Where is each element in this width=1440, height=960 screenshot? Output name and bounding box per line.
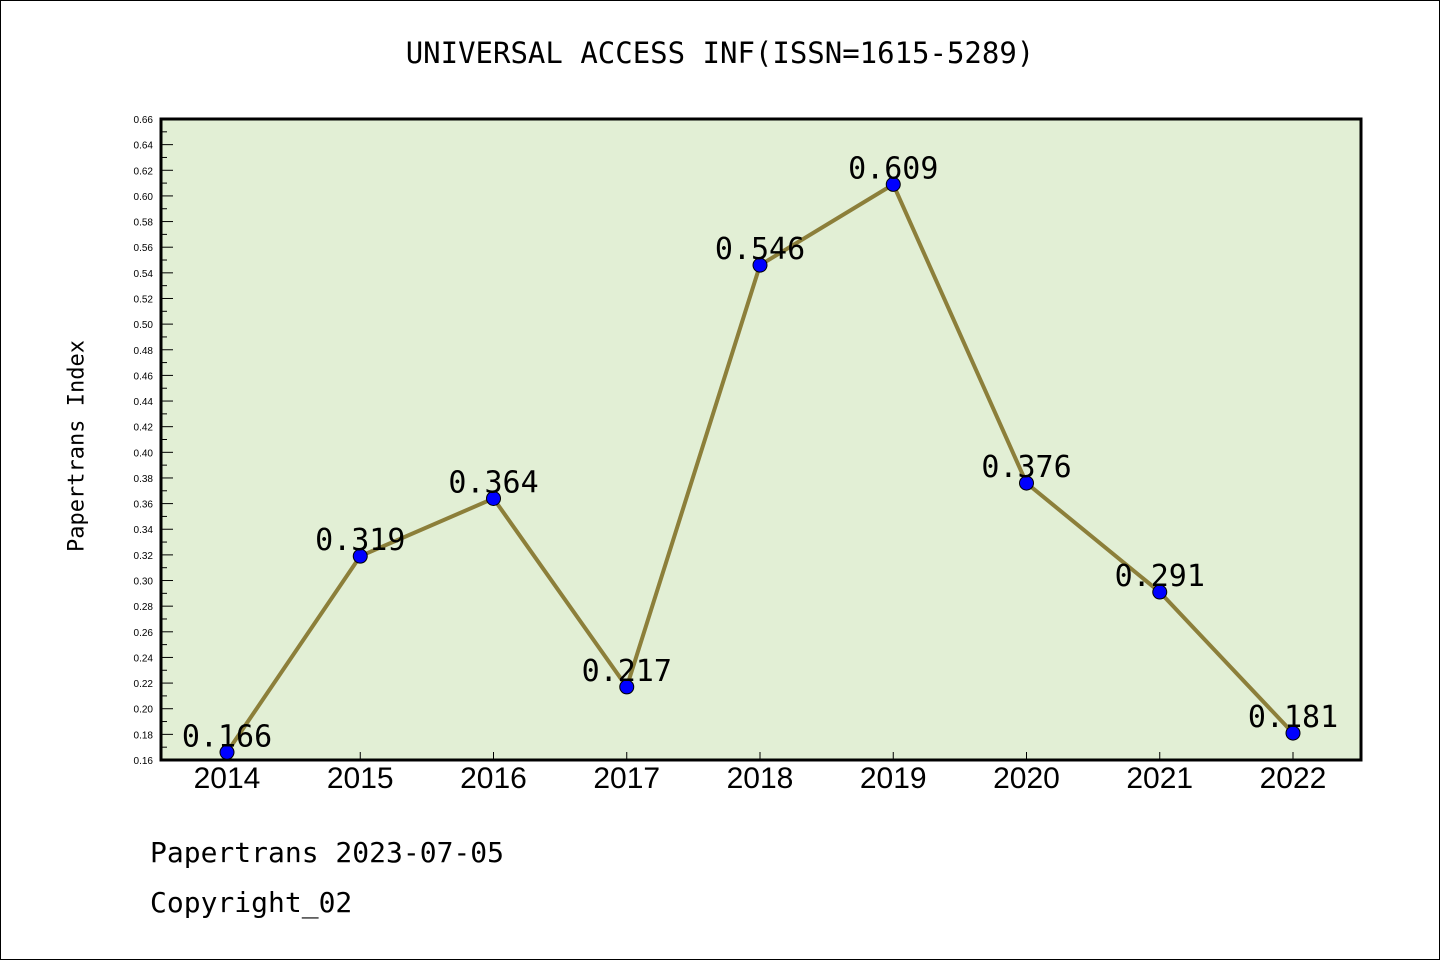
x-tick-label: 2017 — [593, 762, 660, 795]
footer-date: Papertrans 2023-07-05 — [150, 836, 505, 869]
y-tick-label: 0.46 — [134, 371, 154, 382]
x-tick-label: 2022 — [1260, 762, 1327, 795]
data-label: 0.319 — [315, 523, 405, 558]
y-tick-label: 0.58 — [134, 218, 154, 229]
data-label: 0.364 — [448, 465, 538, 500]
y-tick-label: 0.44 — [134, 397, 154, 408]
y-tick-label: 0.48 — [134, 346, 154, 357]
chart-title: UNIVERSAL ACCESS INF(ISSN=1615-5289) — [405, 36, 1035, 70]
y-tick-label: 0.32 — [134, 551, 154, 562]
y-tick-label: 0.60 — [134, 192, 154, 203]
y-tick-label: 0.54 — [134, 269, 154, 280]
y-tick-label: 0.52 — [134, 294, 154, 305]
y-tick-label: 0.56 — [134, 243, 154, 254]
data-point — [885, 176, 901, 192]
y-tick-label: 0.66 — [134, 115, 154, 126]
data-label: 0.376 — [981, 450, 1071, 485]
x-tick-label: 2018 — [727, 762, 794, 795]
x-tick-label: 2015 — [327, 762, 394, 795]
data-point — [219, 744, 235, 760]
y-tick-label: 0.50 — [134, 320, 154, 331]
x-tick-label: 2014 — [194, 762, 261, 795]
y-tick-label: 0.16 — [134, 756, 154, 767]
y-tick-label: 0.62 — [134, 166, 154, 177]
y-tick-label: 0.22 — [134, 679, 154, 690]
y-tick-label: 0.42 — [134, 423, 154, 434]
x-axis: 2014 2015 2016 2017 2018 2019 2020 2021 2022 — [194, 752, 1327, 795]
data-label: 0.609 — [848, 151, 938, 186]
data-point — [486, 490, 501, 506]
y-tick-label: 0.28 — [134, 602, 154, 613]
y-tick-label: 0.36 — [134, 500, 154, 511]
data-label: 0.181 — [1248, 700, 1338, 735]
x-tick-label: 2020 — [993, 762, 1060, 795]
data-point — [352, 548, 368, 564]
data-point — [1285, 725, 1301, 741]
x-tick-label: 2021 — [1126, 762, 1193, 795]
y-tick-label: 0.26 — [134, 628, 154, 639]
data-point — [619, 679, 635, 695]
y-tick-label: 0.20 — [134, 705, 154, 716]
y-axis: 0.16 0.18 0.20 0.22 0.24 0.26 0.28 0.30 0.32 0.34… — [134, 115, 173, 767]
data-point — [752, 257, 768, 273]
y-tick-label: 0.40 — [134, 448, 154, 459]
footer-copyright: Copyright_02 — [150, 886, 353, 919]
data-markers — [219, 176, 1301, 760]
data-point — [1152, 584, 1168, 600]
data-label: 0.217 — [582, 654, 672, 689]
data-point — [1019, 475, 1034, 491]
y-tick-label: 0.64 — [134, 141, 154, 152]
plot-area — [159, 117, 1363, 762]
x-tick-label: 2019 — [860, 762, 927, 795]
y-tick-label: 0.30 — [134, 577, 154, 588]
data-label: 0.166 — [182, 719, 272, 754]
y-tick-label: 0.18 — [134, 730, 154, 741]
x-tick-label: 2016 — [460, 762, 527, 795]
data-labels: 0.166 0.319 0.364 0.217 0.546 0.609 0.376 0.291… — [182, 151, 1338, 754]
y-tick-label: 0.24 — [134, 653, 154, 664]
data-label: 0.546 — [715, 232, 805, 267]
data-label: 0.291 — [1115, 559, 1205, 594]
y-tick-label: 0.34 — [134, 525, 154, 536]
y-tick-label: 0.38 — [134, 474, 154, 485]
